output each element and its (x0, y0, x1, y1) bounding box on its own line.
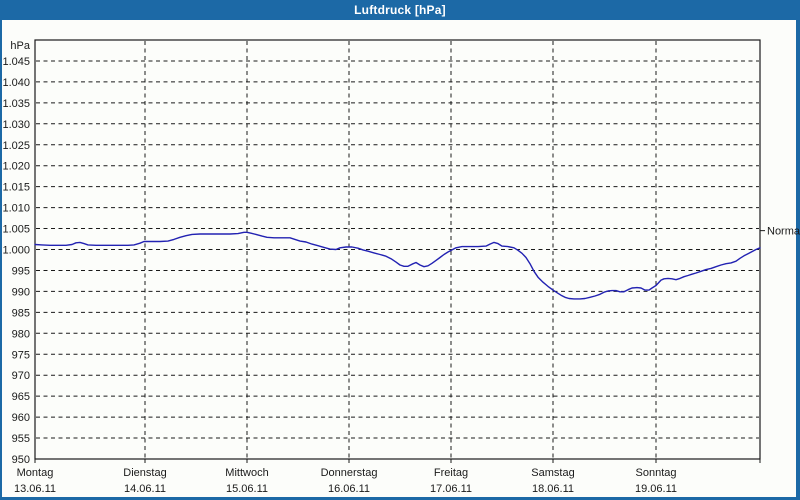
window-titlebar[interactable]: Luftdruck [hPa] (0, 0, 800, 20)
y-tick-label: 1.010 (2, 203, 30, 215)
date-label: 14.06.11 (124, 483, 166, 495)
y-tick-label: 990 (12, 286, 30, 298)
day-label: Freitag (434, 467, 468, 479)
y-tick-label: 975 (12, 349, 30, 361)
date-label: 16.06.11 (328, 483, 370, 495)
y-tick-label: 1.000 (2, 245, 30, 257)
y-tick-label: 980 (12, 328, 30, 340)
y-tick-label: 995 (12, 265, 30, 277)
day-label: Donnerstag (321, 467, 378, 479)
day-label: Dienstag (123, 467, 166, 479)
y-tick-label: 965 (12, 391, 30, 403)
y-tick-label: 950 (12, 454, 30, 466)
y-tick-label: 1.020 (2, 161, 30, 173)
plot-border (34, 39, 761, 460)
y-tick-label: 1.035 (2, 98, 30, 110)
window-title: Luftdruck [hPa] (354, 3, 446, 17)
date-label: 13.06.11 (14, 483, 56, 495)
y-tick-label: 985 (12, 307, 30, 319)
day-label: Montag (17, 467, 54, 479)
day-label: Samstag (531, 467, 574, 479)
y-tick-label: 970 (12, 370, 30, 382)
y-axis-unit-label: hPa (10, 40, 30, 52)
y-tick-label: 1.030 (2, 119, 30, 131)
day-label: Sonntag (636, 467, 677, 479)
y-tick-label: 955 (12, 433, 30, 445)
date-label: 19.06.11 (635, 483, 677, 495)
y-tick-label: 960 (12, 412, 30, 424)
date-label: 18.06.11 (532, 483, 574, 495)
date-label: 15.06.11 (226, 483, 268, 495)
day-label: Mittwoch (225, 467, 268, 479)
date-label: 17.06.11 (430, 483, 472, 495)
y-tick-label: 1.005 (2, 224, 30, 236)
normal-marker-label: Normal (767, 226, 800, 238)
y-tick-label: 1.025 (2, 140, 30, 152)
y-tick-label: 1.045 (2, 56, 30, 68)
y-tick-label: 1.015 (2, 182, 30, 194)
pressure-line (34, 231, 761, 300)
y-tick-label: 1.040 (2, 77, 30, 89)
